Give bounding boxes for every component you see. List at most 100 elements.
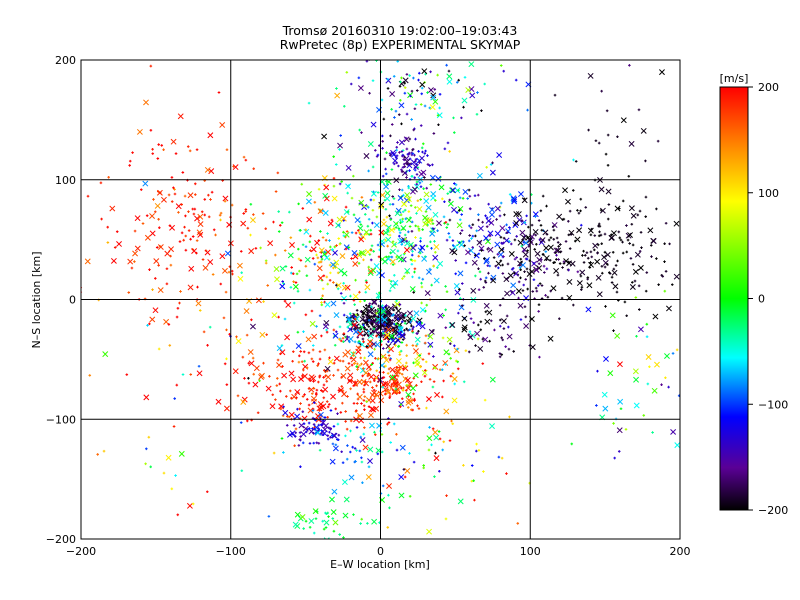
data-point-plus <box>342 340 345 344</box>
data-point-plus <box>393 162 396 166</box>
data-point-plus <box>589 233 593 237</box>
data-point-plus <box>384 255 388 259</box>
data-point-plus <box>585 251 589 255</box>
data-point-x <box>156 189 163 196</box>
data-point-plus <box>415 89 419 92</box>
data-point-plus <box>394 322 398 326</box>
data-point-x <box>250 323 256 330</box>
data-point-plus <box>247 361 251 365</box>
data-point-plus <box>409 94 412 98</box>
data-point-plus <box>172 425 176 428</box>
data-point-plus <box>558 262 562 265</box>
data-point-plus <box>320 389 323 392</box>
data-point-plus <box>481 362 485 365</box>
data-point-x <box>521 234 527 241</box>
data-point-plus <box>456 367 460 371</box>
data-point-plus <box>290 266 293 269</box>
scatter-points <box>81 60 680 539</box>
data-point-plus <box>412 291 415 294</box>
data-point-x <box>317 411 324 418</box>
data-point-plus <box>316 364 319 367</box>
data-point-plus <box>664 221 668 225</box>
data-point-plus <box>399 349 403 353</box>
data-point-plus <box>508 193 512 196</box>
data-point-plus <box>579 197 583 201</box>
data-point-plus <box>307 421 311 425</box>
data-point-x <box>330 432 337 439</box>
data-point-x <box>652 313 659 320</box>
data-point-plus <box>567 219 570 223</box>
data-point-plus <box>202 330 206 334</box>
data-point-plus <box>338 325 342 329</box>
data-point-plus <box>586 277 589 281</box>
data-point-plus <box>374 309 377 312</box>
data-point-plus <box>532 262 536 265</box>
data-point-x <box>628 140 635 147</box>
data-point-plus <box>507 347 511 351</box>
data-point-x <box>397 238 404 245</box>
data-point-x <box>300 431 307 438</box>
data-point-plus <box>597 141 601 145</box>
data-point-x <box>542 229 549 236</box>
data-point-x <box>378 201 385 208</box>
data-point-plus <box>128 164 131 167</box>
data-point-plus <box>339 134 342 137</box>
data-point-plus <box>339 388 342 392</box>
data-point-plus <box>498 303 502 307</box>
data-point-plus <box>417 150 420 153</box>
data-point-plus <box>401 277 404 280</box>
data-point-plus <box>329 427 333 430</box>
data-point-plus <box>320 301 323 304</box>
data-point-plus <box>599 233 603 237</box>
data-point-plus <box>448 235 452 239</box>
data-point-plus <box>576 209 579 212</box>
data-point-x <box>235 338 242 345</box>
data-point-x <box>332 249 338 256</box>
data-point-plus <box>302 422 306 425</box>
data-point-plus <box>324 526 328 529</box>
data-point-x <box>508 251 515 257</box>
data-point-x <box>385 236 392 243</box>
data-point-plus <box>376 243 380 247</box>
data-point-plus <box>330 434 334 437</box>
data-point-x <box>482 336 489 343</box>
data-point-plus <box>567 268 570 272</box>
data-point-plus <box>475 112 479 116</box>
data-point-plus <box>338 148 341 151</box>
data-point-plus <box>631 263 635 266</box>
data-point-plus <box>468 311 472 315</box>
data-point-x <box>476 239 483 246</box>
data-point-x <box>202 264 209 271</box>
data-point-plus <box>618 236 622 240</box>
data-point-plus <box>307 387 311 390</box>
data-point-plus <box>347 379 351 383</box>
data-point-plus <box>645 322 649 326</box>
data-point-x <box>402 77 409 84</box>
data-point-x <box>187 284 194 291</box>
data-point-plus <box>207 193 210 197</box>
data-point-plus <box>428 164 431 167</box>
data-point-x <box>343 209 350 215</box>
data-point-plus <box>573 239 577 243</box>
data-point-plus <box>389 386 393 390</box>
data-point-plus <box>644 289 648 293</box>
data-point-plus <box>169 263 173 267</box>
data-point-plus <box>522 283 526 287</box>
data-point-plus <box>559 243 562 246</box>
data-point-plus <box>232 165 235 168</box>
data-point-plus <box>172 186 175 190</box>
data-point-plus <box>387 354 391 357</box>
data-point-plus <box>319 230 322 233</box>
data-point-plus <box>446 141 450 145</box>
data-point-plus <box>388 233 392 237</box>
data-point-x <box>632 368 639 375</box>
data-point-plus <box>388 203 392 206</box>
data-point-x <box>132 250 139 257</box>
data-point-x <box>352 260 359 267</box>
data-point-x <box>632 268 639 275</box>
data-point-plus <box>484 214 487 218</box>
data-point-plus <box>475 442 478 446</box>
data-point-x <box>477 345 484 352</box>
data-point-plus <box>375 155 379 158</box>
data-point-plus <box>451 422 455 426</box>
